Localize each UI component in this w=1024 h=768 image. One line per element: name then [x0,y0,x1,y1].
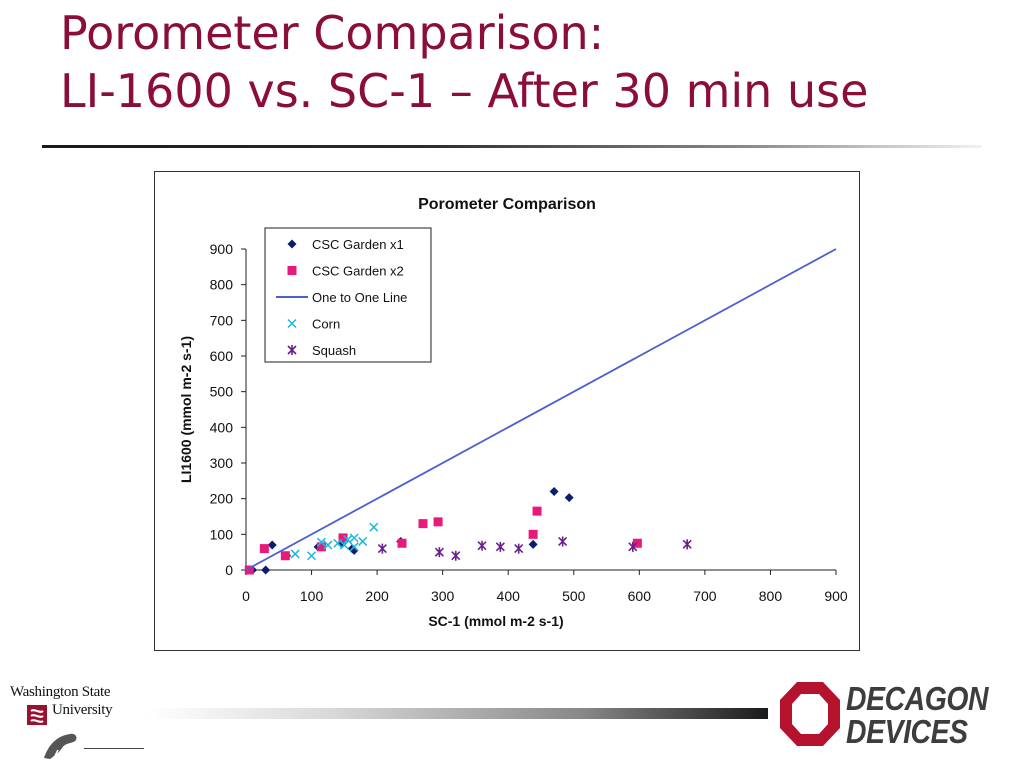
x-tick-label: 800 [759,588,783,604]
footer-divider [148,708,768,719]
data-point-csc-garden-x2 [397,538,407,548]
data-point-squash [495,541,505,552]
legend-box [264,227,432,363]
x-tick-label: 500 [562,588,586,604]
x-tick-label: 400 [497,588,521,604]
x-tick-label: 100 [300,588,324,604]
legend-label: One to One Line [312,290,407,305]
data-point-squash [377,543,387,554]
data-point-corn [290,549,300,559]
y-tick-label: 700 [210,312,234,328]
y-tick-label: 800 [210,277,234,293]
y-tick-label: 100 [210,526,234,542]
data-point-csc-garden-x2 [418,519,428,529]
x-tick-label: 200 [365,588,389,604]
legend-marker [287,318,297,329]
data-point-corn [316,537,326,547]
data-point-csc-garden-x2 [433,517,443,527]
data-point-squash [628,541,638,552]
cougar-icon [44,733,77,759]
series-squash [377,536,692,561]
data-point-squash [558,536,568,547]
data-point-corn [358,536,368,546]
data-point-csc-garden-x2 [632,538,642,548]
data-point-csc-garden-x1 [528,539,538,549]
y-tick-label: 600 [210,348,234,364]
data-point-squash [451,550,461,561]
legend-label: CSC Garden x1 [312,237,404,252]
series-one-to-one-line [245,248,837,571]
legend-marker [287,239,297,249]
wsu-underline [84,748,144,749]
data-point-csc-garden-x2 [338,533,348,543]
wsu-logo: Washington State University [10,684,150,768]
series-corn [290,522,379,561]
data-point-corn [349,542,359,552]
data-point-csc-garden-x1 [564,493,574,503]
data-point-corn [343,535,353,545]
data-point-corn [339,540,349,550]
data-point-corn [349,533,359,543]
data-point-csc-garden-x2 [532,506,542,516]
x-tick-label: 700 [693,588,717,604]
data-point-squash [477,540,487,551]
y-tick-label: 500 [210,384,234,400]
legend-marker [287,266,297,275]
data-point-csc-garden-x1 [549,487,559,497]
y-tick-label: 0 [225,562,233,578]
data-point-csc-garden-x2 [244,565,254,575]
title-divider [42,145,982,148]
data-point-csc-garden-x1 [267,540,277,550]
x-axis-label: SC-1 (mmol m-2 s-1) [428,613,563,629]
y-tick-label: 200 [210,491,234,507]
data-point-csc-garden-x2 [259,544,269,554]
y-tick-label: 300 [210,455,234,471]
one-to-one-line [245,248,837,571]
legend-label: CSC Garden x2 [312,264,404,279]
x-tick-label: 300 [431,588,455,604]
data-point-csc-garden-x2 [316,542,326,552]
legend-marker [287,345,297,355]
data-point-squash [514,543,524,554]
y-tick-label: 900 [210,241,234,257]
scatter-chart: Porometer Comparison 0 100 200 300 400 500 600 7… [178,196,848,629]
data-point-csc-garden-x1 [349,545,359,555]
octagon-icon [780,682,840,746]
wsu-name-line1: Washington State [10,684,111,700]
legend-label: Squash [312,343,356,358]
x-tick-label: 600 [628,588,652,604]
data-point-squash [682,539,692,550]
wsu-name-line2: University [52,702,113,718]
data-point-squash [434,547,444,558]
data-point-corn [307,551,317,561]
series-csc-garden-x1 [248,487,574,575]
chart-frame: Porometer Comparison 0 100 200 300 400 500 600 7… [154,171,860,651]
data-point-corn [323,540,333,550]
data-point-csc-garden-x2 [528,529,538,539]
series-csc-garden-x2 [244,506,642,575]
chart-title: Porometer Comparison [418,196,596,213]
decagon-name-line1: DECAGON [846,680,989,717]
decagon-logo: DECAGON DEVICES [776,680,996,752]
slide-title-line1: Porometer Comparison: [60,6,605,60]
x-tick-label: 0 [242,588,250,604]
wsu-shield-icon [27,705,47,725]
data-point-csc-garden-x1 [261,565,271,575]
decagon-name-line2: DEVICES [846,713,968,750]
data-point-corn [369,522,379,532]
x-tick-label: 900 [824,588,848,604]
slide-title-line2: LI-1600 vs. SC-1 – After 30 min use [60,64,869,118]
data-point-csc-garden-x2 [280,551,290,561]
y-axis-label: LI1600 (mmol m-2 s-1) [178,336,194,483]
slide-title: Porometer Comparison: LI-1600 vs. SC-1 –… [60,4,868,120]
y-tick-label: 400 [210,419,234,435]
legend-label: Corn [312,317,340,332]
data-point-corn [333,538,343,548]
